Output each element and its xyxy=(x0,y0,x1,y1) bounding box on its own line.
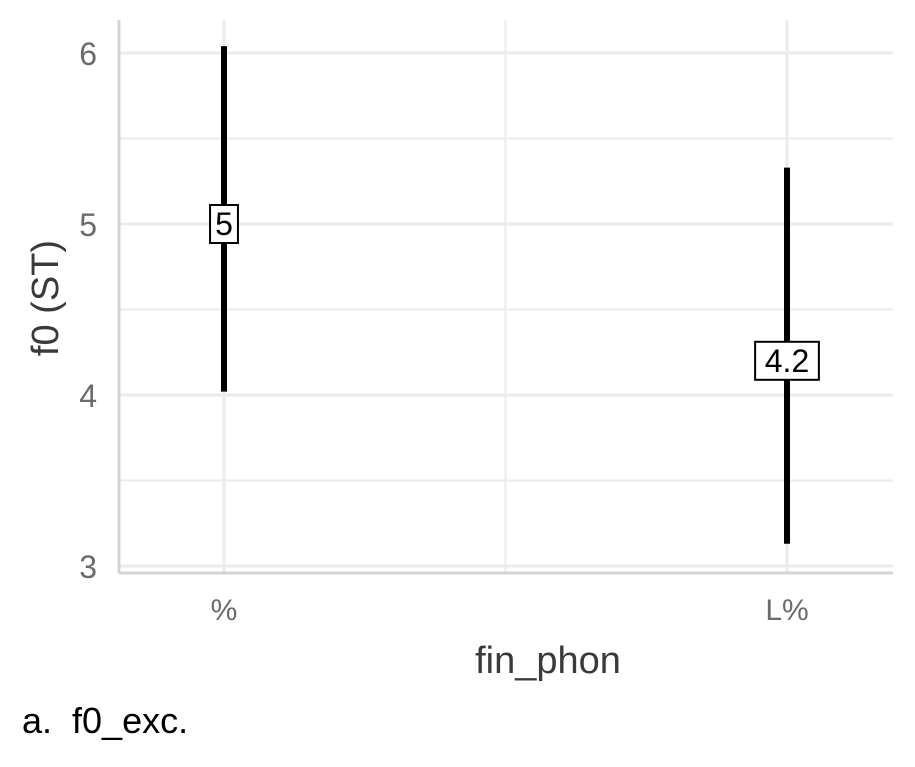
y-tick-label-3: 5 xyxy=(79,207,97,243)
x-axis-title: fin_phon xyxy=(475,640,621,682)
y-tick-label-4: 6 xyxy=(79,36,97,72)
x-tick-label-1: % xyxy=(211,594,238,627)
y-tick-label-2: 4 xyxy=(79,378,97,414)
x-tick-label-2: L% xyxy=(765,594,808,627)
figure-caption: a. f0_exc. xyxy=(22,700,189,741)
y-axis-title: f0 (ST) xyxy=(25,240,67,356)
point-label-box-1 xyxy=(209,204,239,244)
point-label-1: 5 xyxy=(215,206,233,242)
y-tick-labels: 3 4 5 6 xyxy=(79,36,97,585)
point-label-2: 4.2 xyxy=(765,343,809,379)
minor-gridlines xyxy=(119,20,893,573)
point-labels: 54.2 xyxy=(209,204,820,381)
point-label-box-2 xyxy=(754,340,820,381)
y-tick-label-1: 3 xyxy=(79,549,97,585)
x-tick-labels: % L% xyxy=(211,594,809,627)
